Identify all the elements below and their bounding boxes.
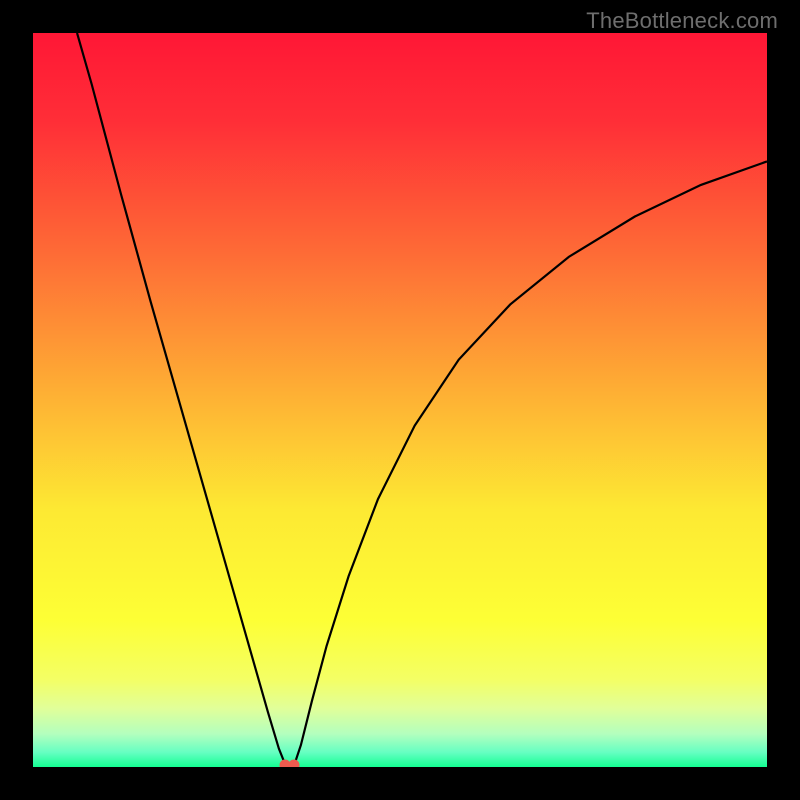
curve-left-branch <box>77 33 286 767</box>
watermark-text: TheBottleneck.com <box>586 8 778 34</box>
plot-curve-layer <box>33 33 767 767</box>
data-marker <box>289 759 300 767</box>
plot-area <box>33 33 767 767</box>
curve-right-branch <box>294 161 767 767</box>
